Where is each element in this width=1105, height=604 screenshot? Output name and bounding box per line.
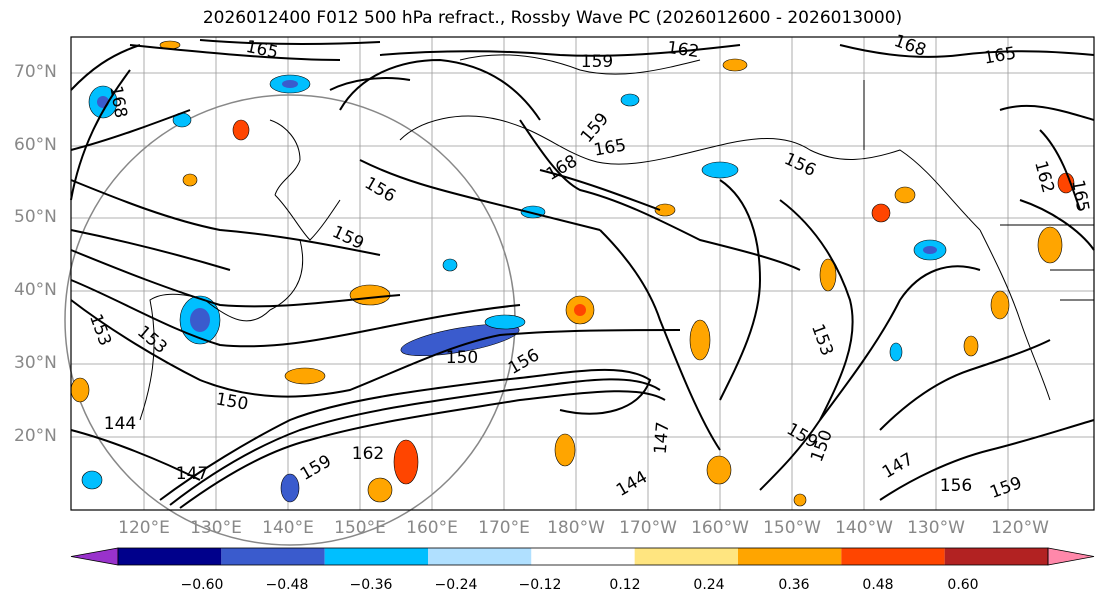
colorbar-swatch	[634, 548, 738, 565]
height-contours	[70, 39, 1095, 509]
colorbar-swatch	[324, 548, 428, 565]
colorbar	[70, 547, 1095, 566]
colorbar-extend-low	[70, 547, 119, 566]
lat-label-40n: 40°N	[14, 280, 57, 300]
plot-area	[71, 37, 1094, 510]
colorbar-tick: −0.48	[265, 577, 309, 593]
lat-label-20n: 20°N	[14, 426, 57, 446]
colorbar-tick: 0.36	[778, 577, 810, 593]
lat-label-60n: 60°N	[14, 135, 57, 155]
contour-label: 162	[666, 38, 701, 62]
map-title: 2026012400 F012 500 hPa refract., Rossby…	[202, 8, 903, 28]
colorbar-extend-high	[1047, 547, 1095, 566]
colorbar-swatch	[428, 548, 532, 565]
lon-label-150e: 150°E	[334, 518, 386, 538]
contour-label: 147	[651, 421, 674, 455]
graticule	[71, 37, 1094, 510]
contour-label: 144	[104, 414, 136, 434]
lon-label-130w: 130°W	[907, 518, 965, 538]
colorbar-tick: −0.36	[349, 577, 393, 593]
colorbar-tick: 0.12	[609, 577, 641, 593]
colorbar-tick: −0.60	[180, 577, 224, 593]
lon-label-140w: 140°W	[835, 518, 893, 538]
contour-label: 159	[581, 52, 613, 72]
coastlines	[139, 54, 1094, 421]
colorbar-swatch	[841, 548, 945, 565]
contour-label: 147	[176, 464, 208, 484]
colorbar-tick: 0.48	[862, 577, 894, 593]
colorbar-swatch	[944, 548, 1048, 565]
colorbar-tick: 0.60	[947, 577, 979, 593]
colorbar-swatch	[221, 548, 325, 565]
contour-label: 150	[446, 348, 478, 368]
lon-label-120e: 120°E	[118, 518, 170, 538]
lon-label-170w: 170°W	[619, 518, 677, 538]
colorbar-tick: −0.12	[518, 577, 562, 593]
lat-label-30n: 30°N	[14, 353, 57, 373]
lat-label-50n: 50°N	[14, 207, 57, 227]
lon-label-160w: 160°W	[691, 518, 749, 538]
colorbar-frame	[117, 547, 1049, 566]
lon-label-120w: 120°W	[991, 518, 1049, 538]
lon-label-160e: 160°E	[406, 518, 458, 538]
lon-label-140e: 140°E	[262, 518, 314, 538]
lon-label-150w: 150°W	[763, 518, 821, 538]
colorbar-swatch	[531, 548, 635, 565]
contour-label: 156	[940, 476, 972, 496]
shading-patches	[70, 40, 1075, 507]
colorbar-swatch	[738, 548, 842, 565]
colorbar-swatch	[118, 548, 222, 565]
colorbar-tick: 0.24	[693, 577, 725, 593]
lon-label-130e: 130°E	[190, 518, 242, 538]
lon-label-170e: 170°E	[478, 518, 530, 538]
contour-label: 162	[352, 444, 384, 464]
colorbar-tick: −0.24	[434, 577, 478, 593]
plot-frame	[70, 36, 1095, 511]
lat-label-70n: 70°N	[14, 62, 57, 82]
lon-label-180w: 180°W	[547, 518, 605, 538]
